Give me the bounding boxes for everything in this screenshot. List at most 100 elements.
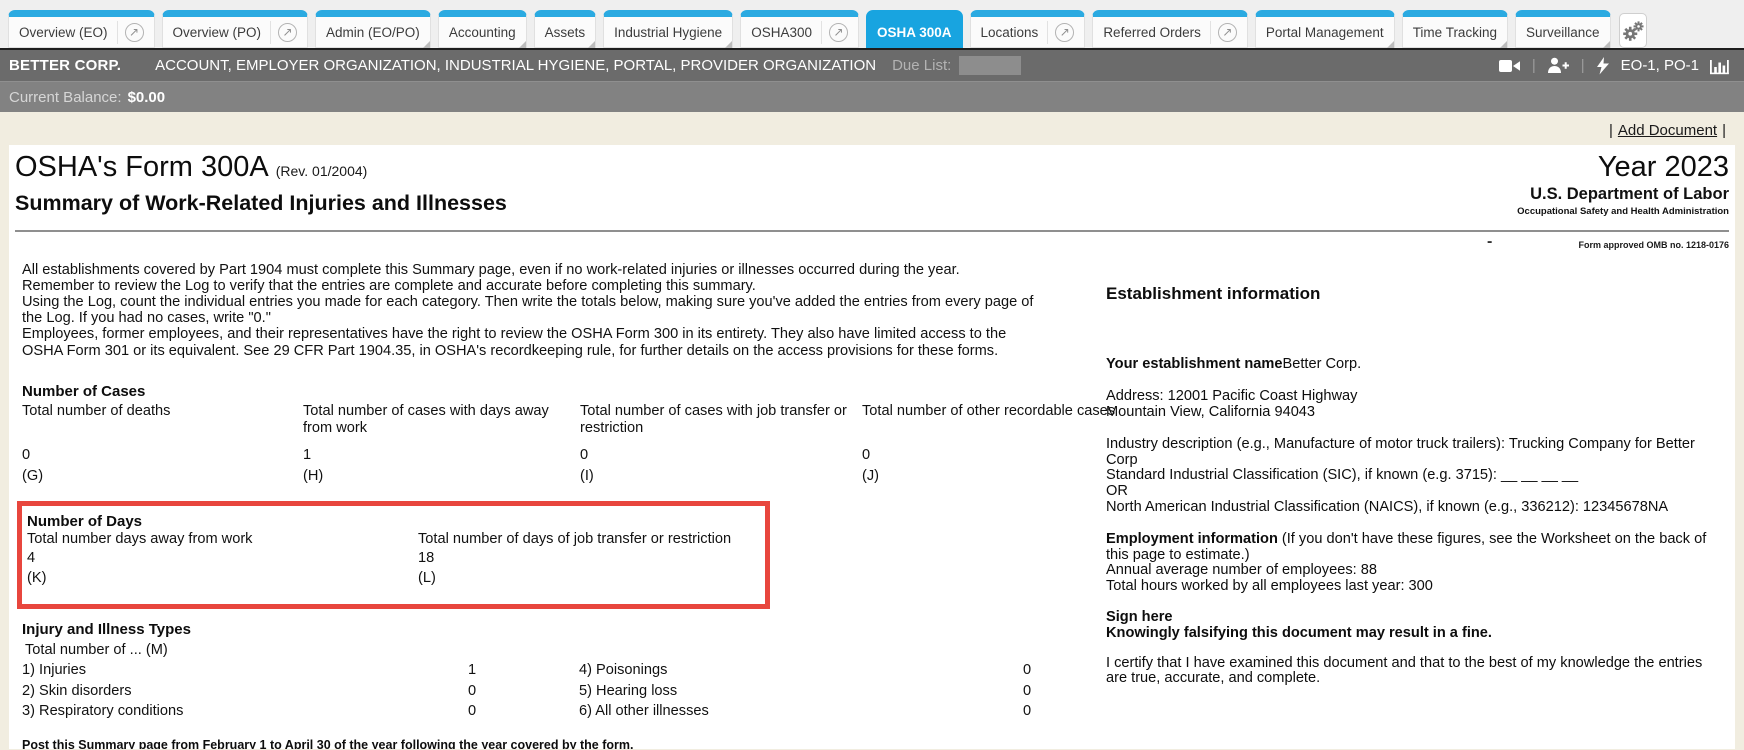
establishment-classification: Industry description (e.g., Manufacture … xyxy=(1106,435,1727,516)
corner-fold-icon xyxy=(588,41,596,48)
number-of-cases-heading: Number of Cases xyxy=(22,382,146,400)
tab-osha-300a-active[interactable]: OSHA 300A xyxy=(865,10,963,48)
due-list-label: Due List: xyxy=(892,57,952,74)
video-camera-icon[interactable] xyxy=(1498,58,1521,74)
cases-col-job-transfer: Total number of cases with job transfer … xyxy=(580,402,847,484)
form-year: Year 2023 xyxy=(1597,151,1729,183)
respiratory-value: 0 xyxy=(468,703,477,720)
certification-statement: I certify that I have examined this docu… xyxy=(1106,654,1703,687)
corner-fold-icon xyxy=(1386,41,1394,48)
tab-time-tracking[interactable]: Time Tracking xyxy=(1401,10,1508,48)
number-of-days-grid: Total number days away from work 4 (K) T… xyxy=(27,530,765,589)
establishment-address: Address: 12001 Pacific Coast Highway Mou… xyxy=(1106,388,1358,420)
naics-line: North American Industrial Classification… xyxy=(1106,498,1669,515)
tab-overview-eo[interactable]: Overview (EO) ↗ xyxy=(8,10,155,48)
tab-admin-eo-po[interactable]: Admin (EO/PO) xyxy=(315,10,431,48)
tab-referred-orders[interactable]: Referred Orders ↗ xyxy=(1092,10,1248,48)
omb-approval: Form approved OMB no. 1218-0176 xyxy=(1578,239,1729,250)
injuries-value: 1 xyxy=(468,662,477,679)
days-value-l: 18 xyxy=(418,550,435,567)
main-tab-bar: Overview (EO) ↗ Overview (PO) ↗ Admin (E… xyxy=(0,0,1744,50)
external-link-icon[interactable]: ↗ xyxy=(278,22,298,42)
cases-value-h: 1 xyxy=(303,446,312,463)
form-subtitle: Summary of Work-Related Injuries and Ill… xyxy=(15,191,507,215)
cases-col-other-recordable: Total number of other recordable cases 0… xyxy=(862,402,1116,484)
header-actions: | | EO-1, PO-1 xyxy=(1498,56,1730,75)
days-col-transfer: Total number of days of job transfer or … xyxy=(418,530,732,586)
external-link-icon[interactable]: ↗ xyxy=(124,22,144,42)
form-instructions: All establishments covered by Part 1904 … xyxy=(22,261,1034,359)
tab-surveillance[interactable]: Surveillance xyxy=(1514,10,1611,48)
settings-gears-icon xyxy=(1621,19,1645,43)
number-of-cases-grid: Total number of deaths 0 (G) Total numbe… xyxy=(22,402,1115,487)
other-illnesses-value: 0 xyxy=(1023,703,1032,720)
cases-value-j: 0 xyxy=(862,446,871,463)
falsifying-warning: Knowingly falsifying this document may r… xyxy=(1106,624,1492,641)
form-title-row: OSHA's Form 300A (Rev. 01/2004) Summary … xyxy=(13,151,1731,218)
establishment-column: Establishment information Your establish… xyxy=(1106,250,1731,749)
corner-fold-icon xyxy=(1602,41,1610,48)
injury-types-heading: Injury and Illness Types xyxy=(22,621,191,639)
skin-disorders-value: 0 xyxy=(468,682,477,699)
cases-col-days-away: Total number of cases with days away fro… xyxy=(303,403,580,487)
cases-value-i: 0 xyxy=(580,446,589,463)
balance-bar: Current Balance: $0.00 xyxy=(0,81,1744,112)
department-of-labor: U.S. Department of Labor xyxy=(1530,185,1729,204)
corner-fold-icon xyxy=(1499,41,1507,48)
external-link-icon[interactable]: ↗ xyxy=(1217,22,1237,42)
tab-settings-button[interactable] xyxy=(1618,13,1647,48)
tab-osha300[interactable]: OSHA300 ↗ xyxy=(740,10,859,48)
corner-fold-icon xyxy=(518,41,526,48)
add-user-icon[interactable] xyxy=(1547,57,1570,74)
days-value-k: 4 xyxy=(27,550,36,567)
pipe: | xyxy=(1608,122,1613,139)
tab-locations[interactable]: Locations ↗ xyxy=(969,10,1086,48)
tab-assets[interactable]: Assets xyxy=(533,10,597,48)
add-document-link[interactable]: Add Document xyxy=(1617,122,1718,139)
days-col-away: Total number days away from work 4 (K) xyxy=(27,530,418,589)
tab-portal-management[interactable]: Portal Management xyxy=(1254,10,1395,48)
external-link-icon[interactable]: ↗ xyxy=(1055,22,1075,42)
osha-agency-line: Occupational Safety and Health Administr… xyxy=(1517,205,1729,217)
tab-accounting[interactable]: Accounting xyxy=(437,10,527,48)
lightning-icon[interactable] xyxy=(1596,56,1610,75)
sign-here-block: Sign here Knowingly falsifying this docu… xyxy=(1106,609,1727,642)
pipe: | xyxy=(1722,122,1726,139)
balance-value: $0.00 xyxy=(127,88,166,106)
corner-fold-icon xyxy=(725,41,733,48)
external-link-icon[interactable]: ↗ xyxy=(828,22,848,42)
document-actions-row: | Add Document | xyxy=(0,112,1744,145)
separator: | xyxy=(1580,57,1585,74)
establishment-name-value: Better Corp. xyxy=(1282,356,1362,373)
posting-instructions: Post this Summary page from February 1 t… xyxy=(22,737,634,749)
entity-badge[interactable]: EO-1, PO-1 xyxy=(1620,57,1699,74)
injury-types-grid: 1) Injuries 1 4) Poisonings 0 2) Skin di… xyxy=(22,660,1042,722)
header-divider xyxy=(15,229,1729,232)
average-employees: Annual average number of employees: 88 xyxy=(1106,562,1377,579)
balance-label: Current Balance: xyxy=(9,88,122,106)
due-list-field[interactable] xyxy=(959,56,1022,75)
poisonings-value: 0 xyxy=(1023,662,1032,679)
context-header-bar: BETTER CORP. ACCOUNT, EMPLOYER ORGANIZAT… xyxy=(0,50,1744,81)
establishment-heading: Establishment information xyxy=(1106,283,1321,303)
tab-overview-po[interactable]: Overview (PO) ↗ xyxy=(161,10,309,48)
form-title: OSHA's Form 300A xyxy=(15,151,269,183)
industry-description: Industry description (e.g., Manufacture … xyxy=(1106,435,1695,468)
number-of-days-heading: Number of Days xyxy=(27,512,143,530)
injury-types-subheading: Total number of ... (M) xyxy=(25,642,168,659)
cases-value-g: 0 xyxy=(22,446,31,463)
hearing-loss-value: 0 xyxy=(1023,682,1032,699)
cases-col-deaths: Total number of deaths 0 (G) xyxy=(22,403,303,487)
bar-chart-icon[interactable] xyxy=(1710,57,1730,75)
establishment-name-line: Your establishment nameBetter Corp. xyxy=(1106,356,1362,373)
total-hours-worked: Total hours worked by all employees last… xyxy=(1106,578,1433,595)
tab-industrial-hygiene[interactable]: Industrial Hygiene xyxy=(603,10,734,48)
corner-fold-icon xyxy=(422,41,430,48)
separator: | xyxy=(1531,57,1536,74)
number-of-days-highlight-box: Number of Days Total number days away fr… xyxy=(17,500,770,610)
form-revision: (Rev. 01/2004) xyxy=(275,163,368,179)
employment-information: Employment information (If you don't have… xyxy=(1106,531,1727,595)
sic-line: Standard Industrial Classification (SIC)… xyxy=(1106,467,1579,484)
dash-mark: - xyxy=(1487,233,1493,250)
company-name: BETTER CORP. xyxy=(9,57,122,74)
